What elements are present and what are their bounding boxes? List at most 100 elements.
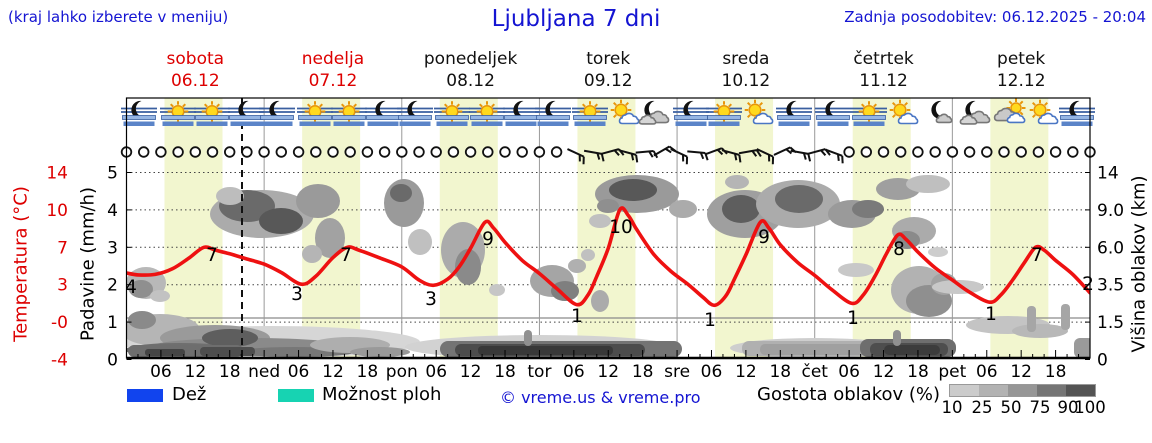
fog-band: [123, 121, 155, 126]
moon-crescent: [131, 100, 147, 119]
daylight-band: [164, 98, 223, 358]
wind-barb: [738, 149, 762, 158]
wind-calm-circle: [292, 146, 305, 158]
moon-crescent: [931, 100, 947, 119]
time-tick-label: 12: [597, 362, 619, 382]
wind-calm-circle: [430, 146, 442, 158]
weather-icon-sun-fog: [297, 101, 333, 126]
cloud-blob: [893, 330, 901, 346]
weather-icon-moon-fog: [1059, 100, 1095, 126]
showers-legend-swatch: [278, 389, 314, 402]
weather-icon-sun-fog: [469, 101, 505, 126]
density-tick-label: 90: [1057, 398, 1079, 417]
sun-disc: [748, 103, 762, 117]
cloud-blob: [852, 200, 884, 218]
cloud-density-scale: [949, 384, 1096, 397]
precipitation-tick-label: 2: [107, 276, 118, 296]
cloud-blob: [1012, 324, 1068, 338]
density-scale-segment: [950, 385, 979, 396]
fog-band: [674, 115, 708, 120]
weather-icon-sun-fog: [851, 101, 887, 126]
time-tick-label: 06: [288, 362, 310, 382]
time-tick-label: 06: [425, 362, 447, 382]
weather-icon-moon-fog: [397, 100, 433, 126]
sun-ray: [594, 103, 598, 108]
temperature-point-label: 9: [758, 227, 770, 248]
sun-ray: [1044, 102, 1048, 106]
daylight-band: [577, 98, 636, 358]
fog-band: [261, 121, 293, 126]
temperature-point-label: 3: [291, 284, 303, 305]
temperature-point-label: 8: [893, 239, 905, 260]
wind-barb: [583, 149, 605, 162]
day-name: nedelja: [301, 49, 365, 69]
wind-calm-circle: [860, 146, 873, 158]
cloud-blob: [597, 199, 619, 213]
wind-symbol-row: [120, 145, 1096, 165]
temperature-tick-label: 10: [46, 201, 68, 221]
time-tick-label: 18: [219, 362, 241, 382]
cloud-shape: [935, 113, 953, 124]
wind-calm-circle: [223, 146, 236, 158]
density-tick-label: 100: [1074, 398, 1106, 417]
time-tick-label: 18: [632, 362, 654, 382]
cloud-blob: [589, 214, 611, 228]
temperature-point-label: 1: [847, 308, 859, 329]
sun-ray: [716, 103, 720, 108]
time-tick-label: 12: [322, 362, 344, 382]
wind-calm-circle: [963, 146, 976, 158]
weather-icon-sun-cloud: [889, 99, 919, 125]
day-date: 07.12: [308, 71, 358, 91]
fog-band: [122, 115, 156, 120]
sun-ray: [182, 103, 186, 108]
time-tick-label: 12: [873, 362, 895, 382]
sun-ray: [892, 114, 896, 118]
time-tick-label: 18: [494, 362, 516, 382]
cloud-blob: [1061, 304, 1070, 330]
wind-calm-circle: [998, 146, 1010, 158]
temperature-point-label: 9: [482, 229, 494, 250]
time-tick-label: 06: [563, 362, 585, 382]
fog-band: [333, 121, 365, 126]
moon-crescent: [965, 100, 981, 119]
weather-icon-sun-fog: [572, 101, 608, 126]
cloud-blob: [669, 200, 697, 218]
weather-icon-sun-cloud: [1029, 99, 1059, 125]
weather-icon-moon-fog: [776, 100, 812, 126]
cloud-blob: [760, 344, 875, 355]
weather-icon-moon-cloud-gray: [638, 100, 670, 125]
sun-ray: [1019, 111, 1024, 116]
sun-ray: [456, 103, 460, 108]
time-tick-label: sre: [664, 362, 690, 382]
time-tick-label: 06: [838, 362, 860, 382]
cloud-blob: [838, 263, 874, 277]
moon-crescent: [513, 100, 529, 119]
day-date: 12.12: [996, 71, 1046, 91]
cloud-blob: [722, 195, 760, 223]
sun-disc: [1033, 103, 1047, 117]
time-tick-label: pon: [386, 362, 418, 382]
moon-crescent: [644, 100, 660, 119]
precipitation-tick-label: 4: [107, 201, 118, 221]
cloud-blob: [478, 346, 613, 355]
fog-band: [505, 121, 537, 126]
wind-calm-circle: [258, 146, 270, 158]
day-date: 08.12: [446, 71, 495, 91]
sun-ray: [728, 103, 732, 108]
sun-ray: [204, 103, 208, 108]
wind-calm-circle: [912, 146, 924, 158]
fog-band: [537, 121, 569, 126]
wind-calm-circle: [344, 146, 356, 158]
fog-band: [332, 115, 366, 120]
density-scale-segment: [1008, 385, 1037, 396]
weather-icon-moon-fog: [365, 100, 401, 126]
day-name: petek: [997, 49, 1046, 69]
sun-ray: [747, 114, 751, 118]
day-date: 06.12: [170, 71, 220, 91]
precipitation-tick-label: 5: [107, 164, 118, 184]
sun-ray: [1008, 100, 1013, 105]
wind-barb: [790, 149, 812, 162]
fog-band: [299, 121, 331, 126]
precipitation-tick-label: 3: [107, 238, 118, 258]
fog-band: [675, 121, 707, 126]
